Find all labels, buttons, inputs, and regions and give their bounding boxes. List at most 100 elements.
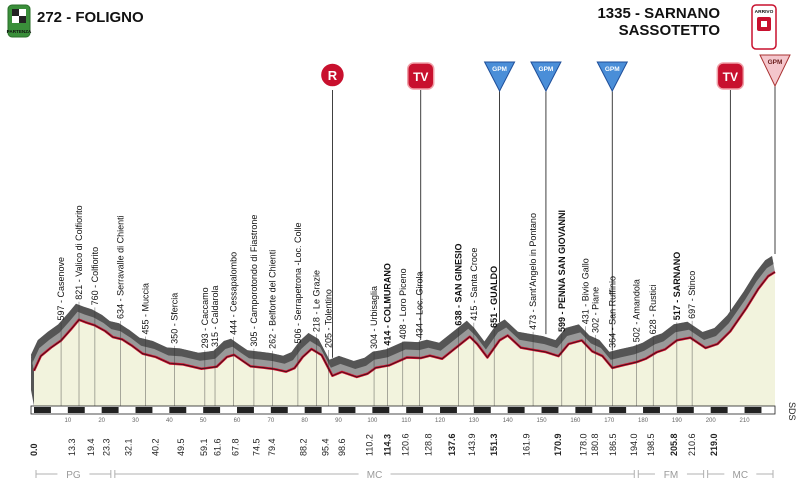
axis-tick-label: 80 xyxy=(301,418,308,424)
place-label: 634 - Serravalle di Chienti xyxy=(115,215,125,319)
baseline-dash xyxy=(338,407,356,413)
km-label: 120.6 xyxy=(401,433,411,456)
markers-layer: R TV GPM GPM GPM TV GPM xyxy=(319,54,791,358)
place-label: 304 - Urbisaglia xyxy=(369,286,379,349)
marker-label: TV xyxy=(413,70,428,84)
axis-tick-label: 70 xyxy=(268,418,275,424)
place-label: 415 - Santa Croce xyxy=(469,248,479,321)
baseline-dash xyxy=(304,407,322,413)
baseline-dash xyxy=(101,407,119,413)
km-label: 0.0 xyxy=(29,443,39,456)
place-label: 444 - Cessapalombo xyxy=(229,252,239,335)
marker-label: TV xyxy=(723,70,738,84)
axis-tick-label: 10 xyxy=(64,418,71,424)
region-label: PG xyxy=(66,470,81,481)
kom-icon xyxy=(483,61,516,93)
profile-layer xyxy=(30,256,776,415)
axis-tick-label: 100 xyxy=(367,418,378,424)
place-label: 315 - Caldarola xyxy=(210,285,220,347)
axis-tick-label: 170 xyxy=(604,418,615,424)
marker-label: R xyxy=(328,68,338,83)
baseline-dash xyxy=(676,407,694,413)
place-label: 414 - COLMURANO xyxy=(383,263,393,346)
profile-band-dark xyxy=(31,256,774,369)
axis-tick-label: 190 xyxy=(672,418,683,424)
km-label: 151.3 xyxy=(489,433,499,456)
axis-tick-label: 130 xyxy=(469,418,480,424)
axis-tick-label: 160 xyxy=(570,418,581,424)
place-label: 821 - Valico di Colfiorito xyxy=(74,205,84,299)
baseline-dash xyxy=(169,407,187,413)
baseline-dash xyxy=(372,407,390,413)
km-label: 128.8 xyxy=(424,433,434,456)
place-label: 599 - PENNA SAN GIOVANNI xyxy=(557,210,567,332)
axis-tick-label: 110 xyxy=(401,418,411,424)
place-label: 305 - Camporotondo di Fiastrone xyxy=(249,215,259,347)
axis-tick-label: 20 xyxy=(98,418,105,424)
place-label: 597 - Casenove xyxy=(56,257,66,321)
km-label: 74.5 xyxy=(252,438,262,456)
km-label: 49.5 xyxy=(176,438,186,456)
region-label-bg xyxy=(57,468,90,480)
baseline-dash xyxy=(541,407,559,413)
baseline-dash xyxy=(609,407,627,413)
finish-badge: ARRIVO xyxy=(751,4,777,50)
km-label: 59.1 xyxy=(199,438,209,456)
place-label: 293 - Caccamo xyxy=(200,287,210,348)
baseline-dash xyxy=(440,407,457,413)
baseline-dash xyxy=(237,407,254,413)
profile-ground xyxy=(34,272,775,406)
km-label: 23.3 xyxy=(101,438,111,456)
region-label: FM xyxy=(664,470,678,481)
finish-badge-text: ARRIVO xyxy=(755,9,774,15)
baseline-dash xyxy=(744,407,762,413)
finish-title-line1: 1335 - SARNANO xyxy=(597,5,720,22)
km-label: 210.6 xyxy=(687,433,697,456)
km-label: 79.4 xyxy=(267,438,277,456)
start-badge-text: PARTENZA xyxy=(7,29,32,34)
km-label: 98.6 xyxy=(337,438,347,456)
place-label: 638 - SAN GINESIO xyxy=(454,244,464,326)
place-label: 473 - Sant'Angelo in Pontano xyxy=(528,213,538,330)
km-label: 143.9 xyxy=(467,433,477,456)
region-label-bg xyxy=(724,468,757,480)
km-label: 180.8 xyxy=(590,433,600,456)
axis-tick-label: 60 xyxy=(234,418,241,424)
baseline-dash xyxy=(135,407,153,413)
place-label: 697 - Stinco xyxy=(687,271,697,319)
start-badge: PARTENZA xyxy=(7,4,32,38)
baseline-dash xyxy=(575,407,593,413)
km-label: 95.4 xyxy=(321,438,331,456)
place-label: 760 - Colfiorito xyxy=(90,247,100,306)
baseline-dash xyxy=(710,407,728,413)
axis-tick-label: 150 xyxy=(537,418,548,424)
km-label: 198.5 xyxy=(646,433,656,456)
axis-tick-label: 90 xyxy=(335,418,342,424)
km-label: 137.6 xyxy=(447,433,457,456)
baseline-dash xyxy=(406,407,424,413)
baseline-dash xyxy=(643,407,660,413)
start-title: 272 - FOLIGNO xyxy=(37,9,144,26)
finish-title-line2: SASSOTETTO xyxy=(619,22,721,39)
place-label: 302 - Piane xyxy=(591,287,601,333)
axis-tick-label: 30 xyxy=(132,418,139,424)
places-layer: 597 - Casenove 821 - Valico di Colfiorito… xyxy=(56,205,697,406)
km-label: 161.9 xyxy=(522,433,532,456)
marker-label: GPM xyxy=(539,66,554,73)
km-label: 67.8 xyxy=(231,438,241,456)
kom-icon xyxy=(596,61,629,93)
axis-tick-label: 210 xyxy=(740,418,751,424)
km-label: 13.3 xyxy=(67,438,77,456)
km-label: 170.9 xyxy=(553,433,563,456)
place-label: 517 - SARNANO xyxy=(672,252,682,321)
axis-tick-label: 200 xyxy=(706,418,717,424)
region-label: MC xyxy=(367,470,383,481)
tv-icon xyxy=(406,62,435,90)
km-label: 186.5 xyxy=(608,433,618,456)
kom-icon xyxy=(530,61,562,93)
km-label: 40.2 xyxy=(150,438,160,456)
place-label: 455 - Muccia xyxy=(141,283,151,335)
km-axis: 0.0 13.3 19.4 23.3 32.1 40.2 49.5 59.1 61.6 67.8 7… xyxy=(29,418,750,456)
place-label: 364 - San Ruffinio xyxy=(608,276,618,348)
